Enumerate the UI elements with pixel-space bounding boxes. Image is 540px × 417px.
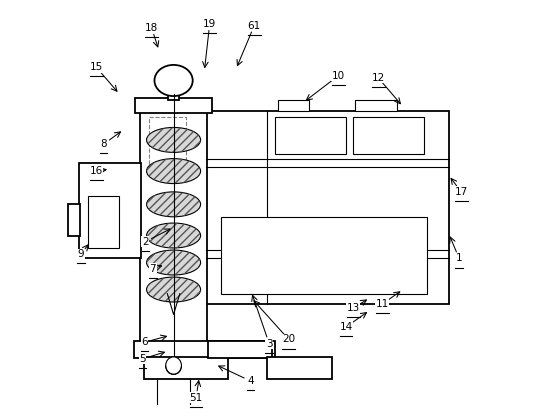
Bar bbox=[140, 111, 207, 356]
Text: 19: 19 bbox=[203, 18, 217, 28]
Text: 15: 15 bbox=[90, 62, 103, 72]
Bar bbox=[278, 100, 309, 111]
Text: 7: 7 bbox=[150, 264, 156, 274]
Bar bbox=[79, 163, 141, 259]
Text: 1: 1 bbox=[456, 254, 462, 264]
Text: 9: 9 bbox=[78, 249, 84, 259]
Bar bbox=[275, 117, 346, 154]
Text: 4: 4 bbox=[247, 376, 254, 386]
Ellipse shape bbox=[146, 277, 200, 302]
Text: 8: 8 bbox=[100, 139, 107, 149]
Text: 13: 13 bbox=[347, 303, 360, 313]
Ellipse shape bbox=[154, 65, 193, 96]
Text: 3: 3 bbox=[266, 339, 273, 349]
Text: 10: 10 bbox=[332, 70, 345, 80]
Text: 11: 11 bbox=[376, 299, 389, 309]
Text: 14: 14 bbox=[340, 322, 353, 332]
Ellipse shape bbox=[146, 223, 200, 248]
Text: 17: 17 bbox=[455, 187, 468, 197]
Bar bbox=[206, 111, 449, 304]
Text: 51: 51 bbox=[190, 392, 202, 402]
Bar bbox=[267, 357, 332, 379]
Ellipse shape bbox=[146, 192, 200, 217]
Text: 12: 12 bbox=[372, 73, 384, 83]
Ellipse shape bbox=[146, 158, 200, 183]
Bar bbox=[145, 357, 227, 379]
Bar bbox=[353, 117, 424, 154]
Bar bbox=[136, 98, 212, 113]
Ellipse shape bbox=[146, 128, 200, 152]
Text: 6: 6 bbox=[141, 337, 148, 347]
Ellipse shape bbox=[166, 357, 181, 374]
Ellipse shape bbox=[146, 250, 200, 275]
Text: 2: 2 bbox=[142, 237, 149, 247]
Text: 5: 5 bbox=[139, 354, 146, 364]
Bar bbox=[148, 117, 186, 165]
Bar bbox=[88, 196, 119, 248]
Bar bbox=[221, 217, 427, 294]
Bar bbox=[355, 100, 397, 111]
Text: 61: 61 bbox=[247, 20, 261, 30]
Text: 20: 20 bbox=[282, 334, 295, 344]
Bar bbox=[134, 342, 275, 358]
Bar bbox=[168, 80, 179, 100]
Text: 16: 16 bbox=[90, 166, 103, 176]
Bar bbox=[69, 204, 80, 236]
Text: 18: 18 bbox=[145, 23, 158, 33]
Bar bbox=[208, 342, 272, 358]
